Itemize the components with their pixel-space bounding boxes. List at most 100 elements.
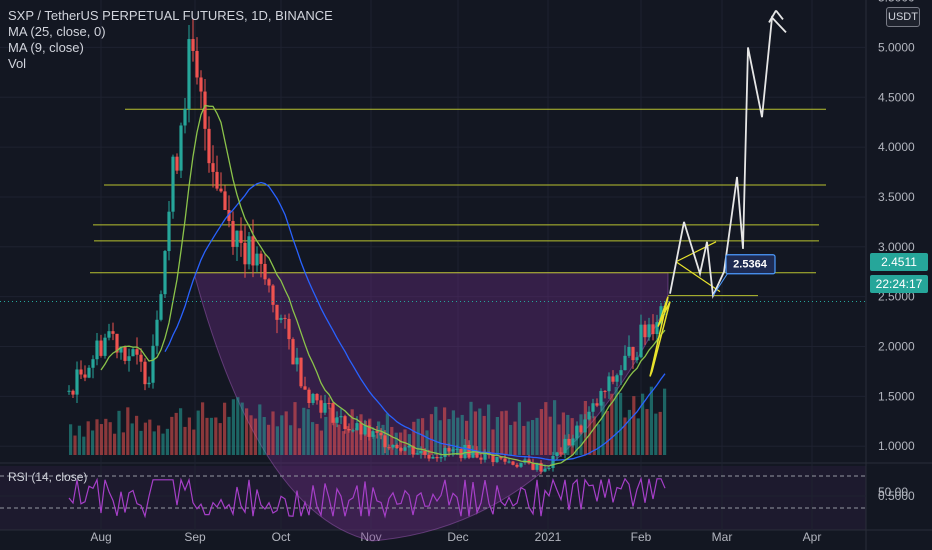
candle-body	[423, 451, 427, 455]
volume-bar	[557, 424, 561, 455]
volume-bar	[148, 419, 152, 455]
volume-bar	[649, 386, 653, 455]
symbol-title[interactable]: SXP / TetherUS PERPETUAL FUTURES, 1D, BI…	[8, 8, 333, 23]
candle-body	[287, 318, 291, 340]
candle-body	[571, 438, 575, 446]
price-axis-label: 1.5000	[878, 389, 915, 403]
candle-body	[215, 171, 219, 189]
candle-body	[651, 324, 655, 335]
candle-body	[331, 403, 335, 423]
candle-body	[203, 91, 207, 129]
candle-body	[95, 340, 99, 360]
volume-bar	[425, 430, 429, 455]
volume-bar	[509, 424, 513, 455]
time-axis-label: Feb	[631, 530, 652, 544]
candle-body	[155, 319, 159, 346]
volume-bar	[341, 431, 345, 455]
candle-body	[507, 461, 511, 463]
volume-bar	[165, 428, 169, 455]
breakout-triangle-drawing[interactable]	[649, 296, 671, 377]
volume-bar	[465, 420, 469, 455]
candle-body	[395, 444, 399, 449]
candle-body	[575, 425, 579, 439]
candle-body	[563, 438, 567, 454]
currency-button[interactable]: USDT	[886, 7, 920, 27]
candle-body	[67, 390, 71, 392]
volume-bar	[293, 402, 297, 455]
candle-body	[543, 468, 547, 472]
candle-body	[99, 340, 103, 356]
indicator-vol[interactable]: Vol	[8, 56, 27, 71]
volume-bar	[152, 431, 156, 455]
volume-bar	[548, 416, 552, 455]
candle-body	[347, 428, 351, 431]
candle-body	[279, 317, 283, 320]
volume-bar	[517, 402, 521, 455]
candle-body	[187, 39, 191, 109]
candle-body	[631, 346, 635, 361]
candle-body	[239, 230, 243, 243]
volume-bar	[196, 410, 200, 455]
candle-body	[339, 416, 343, 418]
candle-body	[643, 324, 647, 338]
volume-bar	[170, 416, 174, 455]
candle-body	[447, 447, 451, 452]
candle-body	[303, 386, 307, 390]
candle-body	[79, 369, 83, 375]
candle-body	[171, 156, 175, 212]
candle-body	[167, 211, 171, 252]
candle-body	[263, 263, 267, 280]
volume-bar	[249, 415, 253, 455]
volume-bar	[535, 417, 539, 455]
volume-bar	[236, 397, 240, 455]
time-axis-label: Oct	[272, 530, 291, 544]
volume-bar	[113, 433, 117, 455]
volume-bar	[636, 418, 640, 455]
candle-body	[83, 374, 87, 378]
candle-body	[495, 456, 499, 463]
candle-countdown: 22:24:17	[870, 275, 928, 293]
candle-body	[375, 431, 379, 433]
volume-bar	[205, 417, 209, 455]
candle-body	[607, 376, 611, 392]
volume-bar	[86, 421, 90, 455]
indicator-ma25[interactable]: MA (25, close, 0)	[8, 24, 106, 39]
candle-body	[471, 450, 475, 458]
rsi-label[interactable]: RSI (14, close)	[8, 470, 87, 484]
volume-bar	[187, 417, 191, 455]
volume-bar	[381, 424, 385, 455]
volume-bar	[271, 411, 275, 455]
candle-body	[175, 156, 179, 171]
volume-bar	[130, 423, 134, 455]
candle-body	[235, 230, 239, 247]
candle-body	[399, 448, 403, 451]
candle-body	[379, 432, 383, 436]
volume-bar	[337, 424, 341, 455]
volume-bar	[500, 411, 504, 455]
candle-body	[227, 209, 231, 222]
volume-bar	[645, 409, 649, 455]
price-annotation-box[interactable]	[725, 254, 776, 275]
indicator-ma9[interactable]: MA (9, close)	[8, 40, 84, 55]
candle-body	[547, 467, 551, 469]
volume-bar	[280, 415, 284, 455]
candle-body	[211, 163, 215, 172]
time-axis-label: Apr	[803, 530, 822, 544]
candle-body	[323, 403, 327, 413]
candle-body	[567, 438, 571, 446]
candle-body	[435, 456, 439, 459]
candle-body	[599, 390, 603, 406]
ma-9-line	[100, 104, 666, 467]
candle-body	[207, 128, 211, 164]
projection-path[interactable]	[669, 15, 787, 300]
volume-bar	[311, 422, 315, 455]
volume-bar	[566, 414, 570, 455]
volume-bar	[504, 410, 508, 455]
candle-body	[147, 382, 151, 385]
candle-body	[467, 444, 471, 458]
candle-body	[551, 456, 555, 468]
candle-body	[87, 367, 91, 378]
price-axis-label: 3.5000	[878, 190, 915, 204]
